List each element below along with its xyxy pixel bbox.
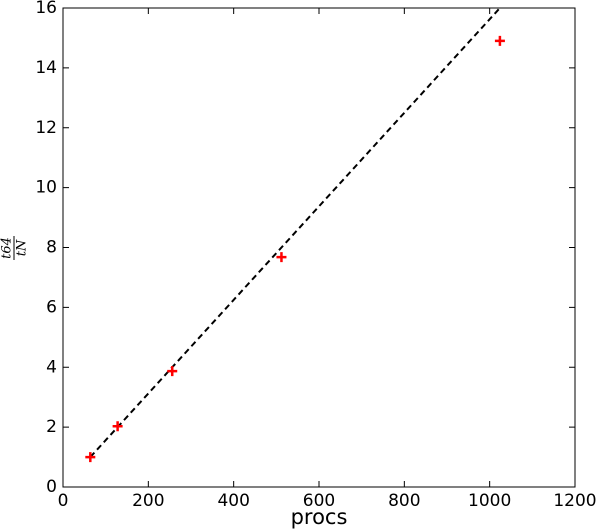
x-tick-label: 800 <box>388 491 420 511</box>
y-label-numerator: t64 <box>0 237 15 259</box>
x-tick-label: 600 <box>303 491 335 511</box>
y-axis-label: t64 tN <box>0 236 30 260</box>
plot-frame <box>62 7 576 488</box>
x-tick-label: 0 <box>58 491 69 511</box>
y-tick-label: 16 <box>35 0 57 18</box>
y-label-denominator: tN <box>15 239 30 256</box>
x-tick-label: 400 <box>217 491 249 511</box>
data-point <box>85 452 96 463</box>
data-point <box>276 252 287 263</box>
x-tick-label: 1000 <box>468 491 511 511</box>
y-tick-label: 6 <box>46 297 57 317</box>
data-point <box>112 421 123 432</box>
x-axis-label: procs <box>291 505 348 529</box>
x-tick-label: 200 <box>132 491 164 511</box>
data-point <box>167 366 178 377</box>
x-tick-label: 1200 <box>553 491 596 511</box>
y-tick-label: 2 <box>46 417 57 437</box>
data-point <box>494 35 505 46</box>
y-tick-label: 14 <box>35 58 57 78</box>
y-tick-label: 12 <box>35 118 57 138</box>
y-tick-label: 0 <box>46 477 57 497</box>
y-tick-label: 8 <box>46 238 57 258</box>
reference-line <box>89 7 501 458</box>
y-tick-label: 10 <box>35 178 57 198</box>
y-tick-label: 4 <box>46 357 57 377</box>
